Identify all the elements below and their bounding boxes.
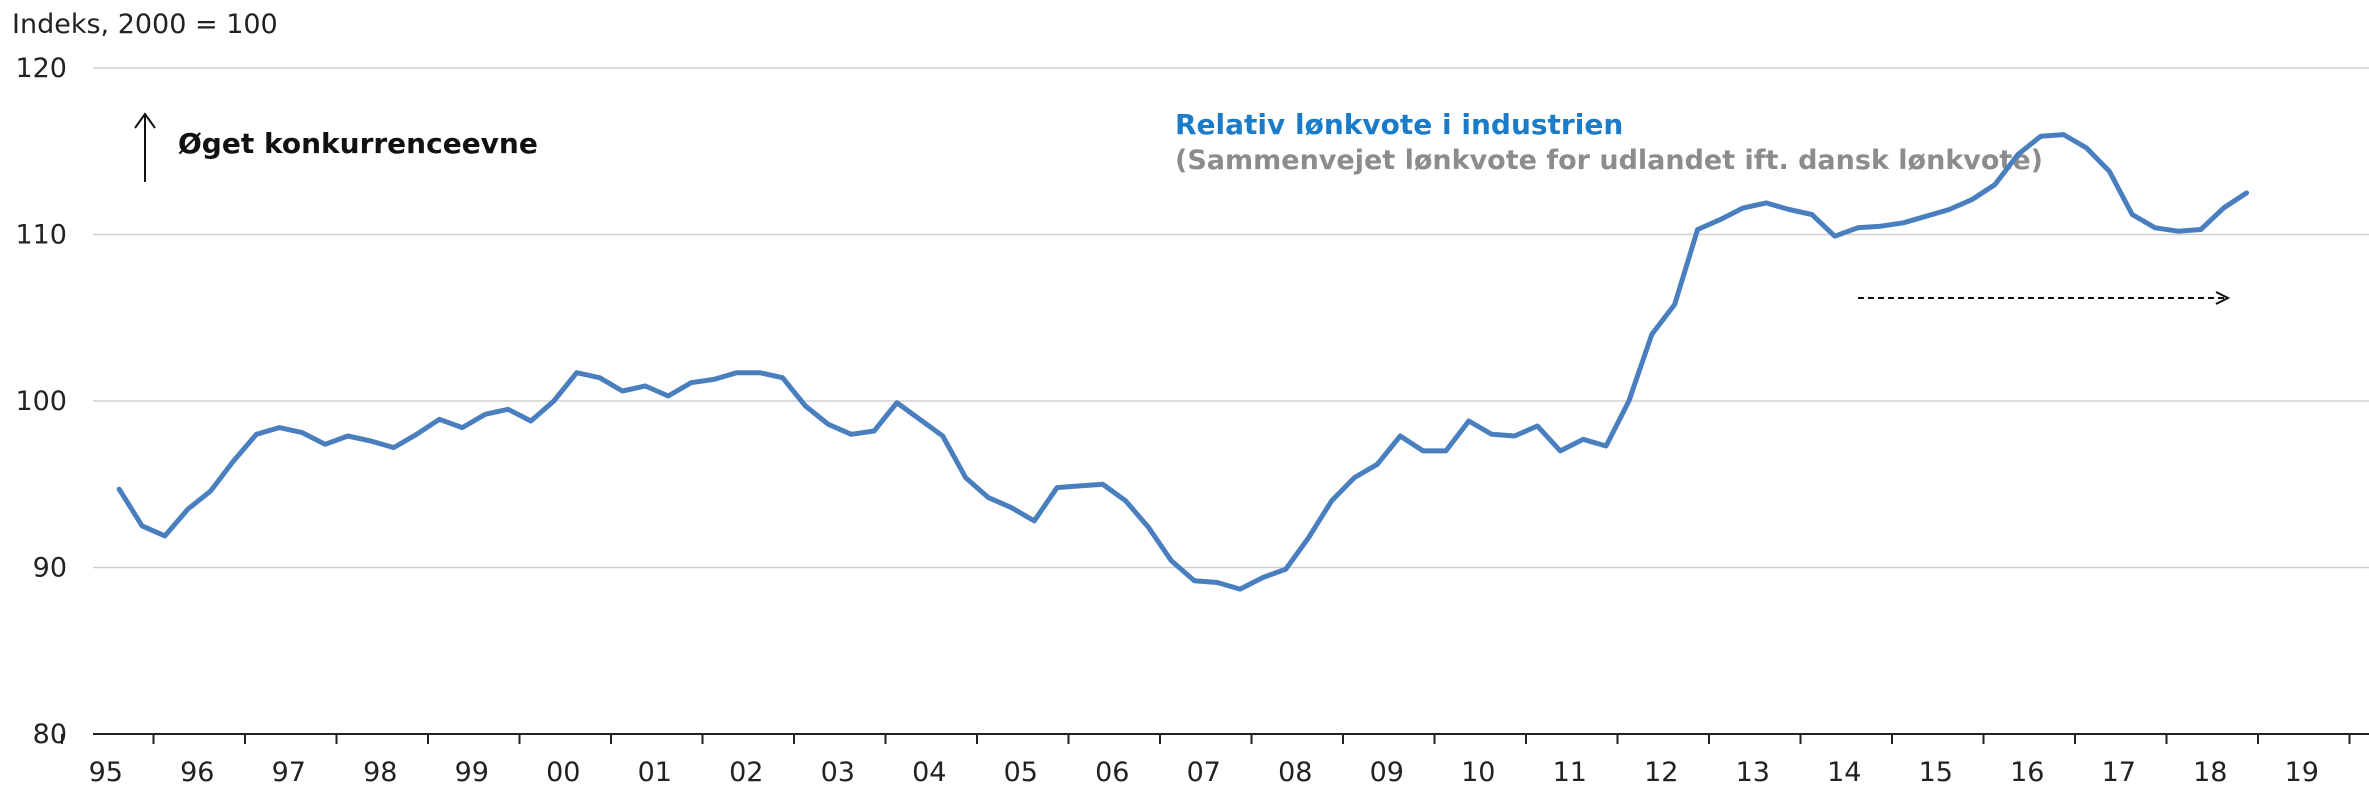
x-tick-label: 99 bbox=[455, 757, 489, 788]
series-group bbox=[116, 132, 2250, 592]
y-tick-label: 120 bbox=[15, 53, 67, 84]
up-arrow-head-icon bbox=[134, 112, 156, 129]
x-tick-label: 04 bbox=[912, 757, 946, 788]
x-tick-label: 02 bbox=[729, 757, 763, 788]
legend-title: Relativ lønkvote i industrien bbox=[1175, 108, 1623, 141]
x-tick-label: 00 bbox=[546, 757, 580, 788]
x-ticks: 95 96 97 98 99 00 01 02 03 04 05 06 07 08 09 10 11 12 13 14… bbox=[61, 734, 2351, 788]
y-tick-label: 100 bbox=[15, 386, 67, 417]
x-tick-label: 12 bbox=[1644, 757, 1678, 788]
x-tick-label: 09 bbox=[1370, 757, 1404, 788]
x-tick-label: 19 bbox=[2285, 757, 2319, 788]
legend-subtitle: (Sammenvejet lønkvote for udlandet ift. … bbox=[1175, 145, 2043, 176]
x-tick-label: 06 bbox=[1095, 757, 1129, 788]
x-tick-label: 97 bbox=[272, 757, 306, 788]
series-line bbox=[116, 132, 2250, 592]
x-tick-label: 07 bbox=[1187, 757, 1221, 788]
x-tick-label: 16 bbox=[2010, 757, 2044, 788]
x-tick-label: 01 bbox=[638, 757, 672, 788]
annotation-text: Øget konkurrenceevne bbox=[178, 127, 538, 160]
x-tick-label: 08 bbox=[1278, 757, 1312, 788]
x-tick-label: 10 bbox=[1461, 757, 1495, 788]
y-axis-label: Indeks, 2000 = 100 bbox=[12, 9, 278, 40]
x-tick-label: 18 bbox=[2193, 757, 2227, 788]
x-tick-label: 11 bbox=[1553, 757, 1587, 788]
x-tick-label: 17 bbox=[2102, 757, 2136, 788]
x-tick-label: 96 bbox=[180, 757, 214, 788]
x-tick-label: 95 bbox=[89, 757, 123, 788]
x-tick-label: 14 bbox=[1827, 757, 1861, 788]
y-tick-label: 110 bbox=[15, 220, 67, 251]
x-tick-label: 03 bbox=[821, 757, 855, 788]
x-tick-label: 15 bbox=[1919, 757, 1953, 788]
gridlines bbox=[93, 67, 2369, 569]
x-tick-label: 13 bbox=[1736, 757, 1770, 788]
x-tick-label: 98 bbox=[363, 757, 397, 788]
x-tick-label: 05 bbox=[1004, 757, 1038, 788]
y-tick-label: 90 bbox=[33, 553, 67, 584]
